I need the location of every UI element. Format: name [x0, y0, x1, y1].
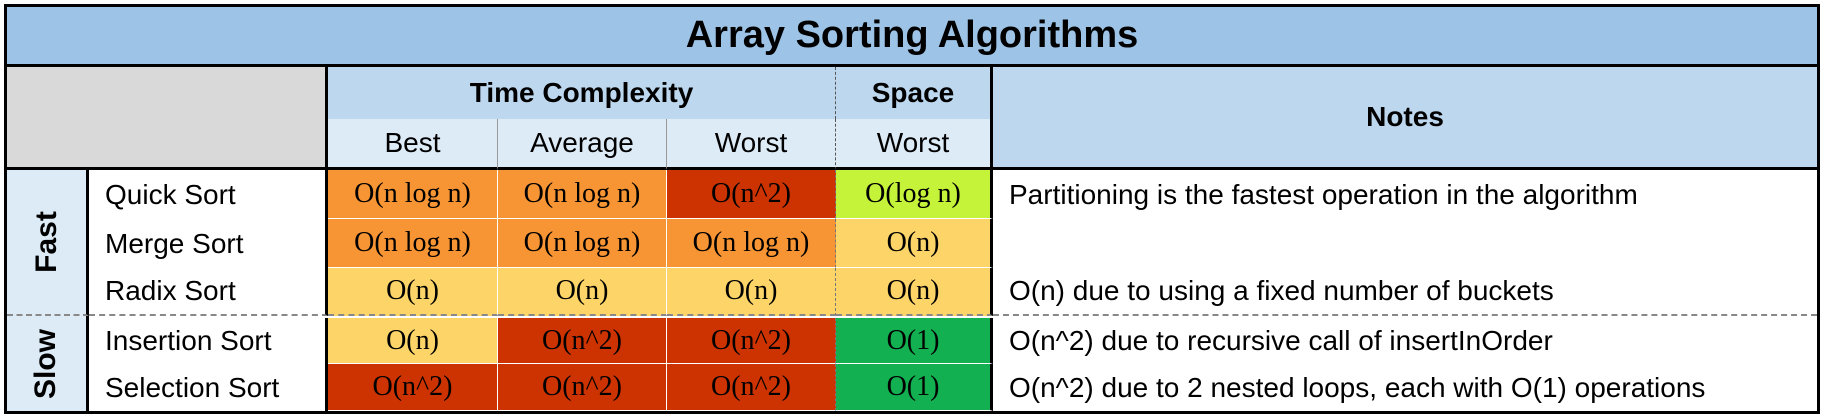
space-complexity-cell: O(n) — [836, 219, 993, 268]
best-complexity-cell: O(n) — [328, 318, 498, 364]
best-header: Best — [328, 119, 498, 170]
note-cell: Partitioning is the fastest operation in… — [1009, 178, 1638, 210]
group-slow-label: Slow — [7, 316, 89, 411]
note-cell: O(n) due to using a fixed number of buck… — [993, 268, 1817, 316]
time-complexity-header: Time Complexity — [328, 67, 836, 119]
space-complexity-cell: O(1) — [836, 318, 993, 364]
note-cell: O(n^2) due to 2 nested loops, each with … — [1009, 371, 1706, 403]
best-complexity-cell: O(n^2) — [328, 364, 498, 411]
group-fast-label: Fast — [7, 170, 89, 316]
space-header: Space — [836, 67, 993, 119]
worst-complexity-cell: O(n^2) — [667, 364, 836, 411]
worst-complexity-cell: O(n^2) — [667, 318, 836, 364]
group-slow-text: Slow — [29, 328, 63, 399]
best-complexity-cell: O(n log n) — [328, 219, 498, 268]
note-cell — [993, 219, 1817, 268]
average-complexity-cell: O(n) — [498, 268, 667, 316]
worst-complexity-cell: O(n) — [667, 268, 836, 316]
space-complexity-cell: O(log n) — [836, 170, 993, 219]
notes-header: Notes — [993, 67, 1817, 170]
worst-complexity-cell: O(n log n) — [667, 219, 836, 268]
average-header: Average — [498, 119, 667, 170]
algorithm-name: Merge Sort — [89, 219, 328, 268]
best-complexity-cell: O(n) — [328, 268, 498, 316]
average-complexity-cell: O(n^2) — [498, 364, 667, 411]
corner-cell — [7, 67, 328, 170]
algorithm-name: Quick Sort — [89, 170, 328, 219]
algorithm-name: Radix Sort — [89, 268, 328, 316]
algorithm-name: Insertion Sort — [89, 318, 328, 364]
worst-complexity-cell: O(n^2) — [667, 170, 836, 219]
space-complexity-cell: O(n) — [836, 268, 993, 316]
table-title: Array Sorting Algorithms — [7, 7, 1817, 67]
space-worst-header: Worst — [836, 119, 993, 170]
space-complexity-cell: O(1) — [836, 364, 993, 411]
average-complexity-cell: O(n^2) — [498, 318, 667, 364]
best-complexity-cell: O(n log n) — [328, 170, 498, 219]
worst-header: Worst — [667, 119, 836, 170]
algorithm-name: Selection Sort — [89, 364, 328, 411]
average-complexity-cell: O(n log n) — [498, 170, 667, 219]
note-cell: O(n^2) due to recursive call of insertIn… — [1009, 325, 1553, 356]
group-fast-text: Fast — [29, 211, 63, 273]
sorting-table: Array Sorting Algorithms Time Complexity… — [4, 4, 1820, 414]
average-complexity-cell: O(n log n) — [498, 219, 667, 268]
